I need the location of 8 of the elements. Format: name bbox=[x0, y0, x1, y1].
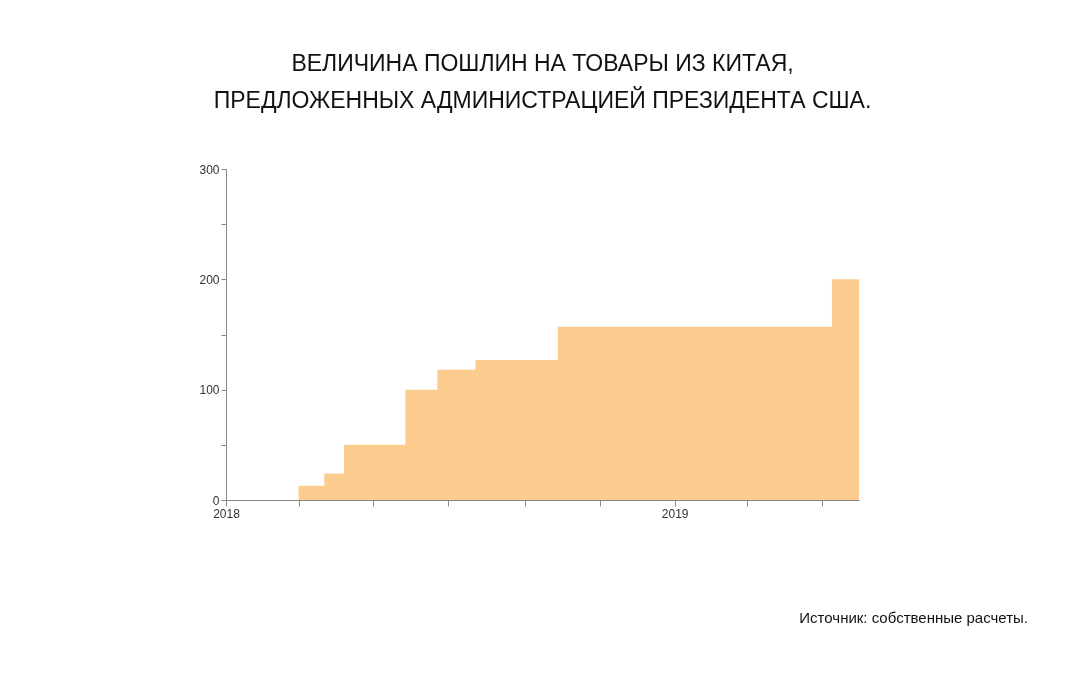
x-tick-label: 2019 bbox=[661, 506, 689, 521]
x-tick-label: 2018 bbox=[213, 506, 241, 521]
chart-title: ВЕЛИЧИНА ПОШЛИН НА ТОВАРЫ ИЗ КИТАЯ, ПРЕДЛОЖЕННЫХ АДМИНИСТРАЦИЕЙ ПРЕЗИДЕНТА США. bbox=[213, 50, 872, 113]
y-tick-label: 100 bbox=[199, 383, 220, 398]
text: Источник: собственные расчеты. bbox=[799, 609, 1028, 626]
y-tick-label: 0 bbox=[212, 493, 220, 508]
y-tick-label: 200 bbox=[199, 272, 220, 287]
y-tick-label: 300 bbox=[199, 162, 220, 177]
